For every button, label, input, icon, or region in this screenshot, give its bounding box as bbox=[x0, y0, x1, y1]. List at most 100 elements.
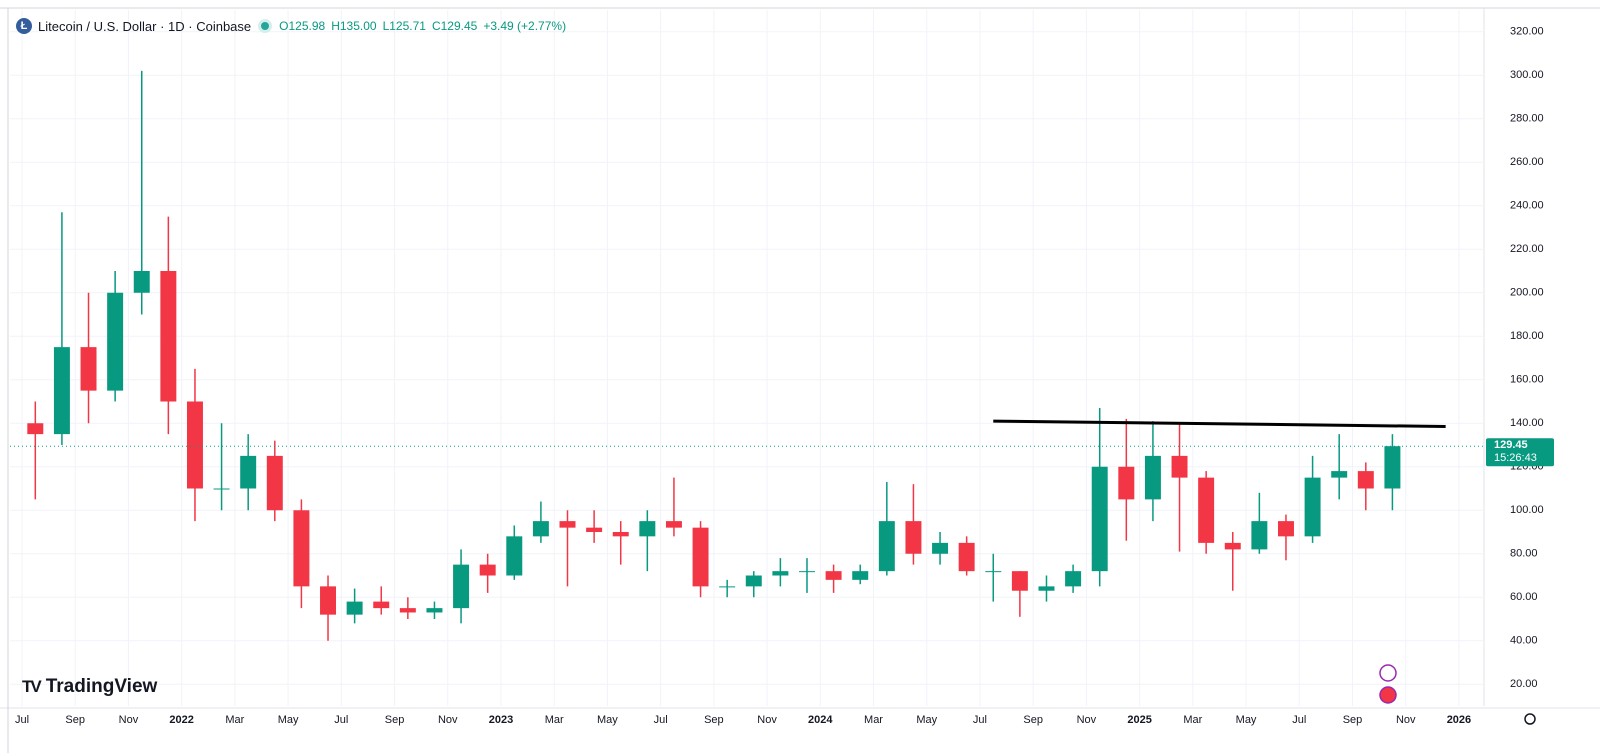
candle-body bbox=[293, 510, 310, 587]
candle-body bbox=[772, 571, 789, 576]
candle-body bbox=[719, 586, 736, 588]
candle-body bbox=[186, 401, 203, 489]
y-tick-label: 280.00 bbox=[1510, 113, 1544, 125]
x-tick-label: Nov bbox=[1396, 714, 1416, 726]
candle-body bbox=[532, 521, 549, 537]
candle-body bbox=[852, 571, 869, 580]
x-tick-label: Jul bbox=[334, 714, 348, 726]
candle-body bbox=[1171, 455, 1188, 478]
logo-mark: TV bbox=[22, 677, 42, 696]
ohlc-open: O125.98 bbox=[279, 19, 326, 33]
x-tick-label: Mar bbox=[545, 714, 564, 726]
candle-body bbox=[1251, 521, 1268, 550]
candle-body bbox=[878, 521, 895, 572]
y-tick-label: 240.00 bbox=[1510, 200, 1544, 212]
last-price-badge bbox=[1486, 438, 1554, 467]
candle-body bbox=[479, 564, 496, 576]
x-tick-label: Mar bbox=[225, 714, 244, 726]
candle-body bbox=[53, 347, 70, 435]
candle-body bbox=[825, 571, 842, 580]
x-tick-label: Jul bbox=[15, 714, 29, 726]
candle-body bbox=[213, 488, 230, 490]
candle-body bbox=[1384, 446, 1401, 489]
ohlc-close: C129.45 bbox=[431, 19, 478, 33]
y-tick-label: 180.00 bbox=[1510, 330, 1544, 342]
symbol-title[interactable]: Litecoin / U.S. Dollar · 1D · Coinbase bbox=[38, 18, 252, 34]
x-tick-label: 2022 bbox=[169, 714, 193, 726]
candle-body bbox=[426, 608, 443, 613]
candle-body bbox=[639, 521, 656, 537]
candle-body bbox=[745, 575, 762, 587]
ohlc-change: +3.49 (+2.77%) bbox=[483, 19, 567, 33]
x-tick-label: Nov bbox=[119, 714, 139, 726]
candle-body bbox=[240, 455, 257, 489]
candle-body bbox=[559, 521, 576, 528]
market-status bbox=[261, 22, 270, 30]
candle-body bbox=[1144, 455, 1161, 500]
candle-body bbox=[1065, 571, 1082, 587]
x-tick-label: Nov bbox=[757, 714, 777, 726]
x-tick-label: 2025 bbox=[1127, 714, 1151, 726]
settings-icon bbox=[1524, 713, 1536, 725]
candle-body bbox=[932, 542, 949, 554]
candle-body bbox=[586, 527, 603, 532]
x-tick-label: Sep bbox=[65, 714, 85, 726]
x-tick-label: Jul bbox=[1292, 714, 1306, 726]
x-tick-label: May bbox=[1236, 714, 1257, 726]
candle-body bbox=[1277, 521, 1294, 537]
candle-body bbox=[905, 521, 922, 554]
y-tick-label: 80.00 bbox=[1510, 548, 1538, 560]
y-tick-label: 140.00 bbox=[1510, 417, 1544, 429]
y-tick-label: 100.00 bbox=[1510, 504, 1544, 516]
x-tick-label: Nov bbox=[438, 714, 458, 726]
candle-body bbox=[612, 532, 629, 537]
candle-body bbox=[506, 536, 523, 576]
countdown-label: 15:26:43 bbox=[1494, 452, 1537, 464]
x-tick-label: Sep bbox=[704, 714, 724, 726]
candle-body bbox=[1304, 477, 1321, 537]
ohlc-low: L125.71 bbox=[382, 19, 426, 33]
y-tick-label: 260.00 bbox=[1510, 156, 1544, 168]
candle-body bbox=[266, 455, 283, 511]
candle-body bbox=[1224, 542, 1241, 550]
x-tick-label: 2024 bbox=[808, 714, 833, 726]
x-tick-label: Sep bbox=[385, 714, 405, 726]
logo-text: TradingView bbox=[45, 676, 158, 697]
candle-body bbox=[1091, 466, 1108, 572]
y-tick-label: 40.00 bbox=[1510, 635, 1538, 647]
x-tick-label: Jul bbox=[654, 714, 668, 726]
symbol-header: Ł Litecoin / U.S. Dollar · 1D · Coinbase… bbox=[16, 18, 566, 34]
symbol-icon: Ł bbox=[16, 18, 32, 34]
candle-body bbox=[107, 292, 124, 391]
x-tick-label: Mar bbox=[864, 714, 883, 726]
candle-body bbox=[958, 542, 975, 572]
candle-body bbox=[373, 601, 390, 609]
candle-body bbox=[346, 601, 363, 615]
candle-body bbox=[799, 571, 815, 573]
x-tick-label: May bbox=[916, 714, 937, 726]
candle-body bbox=[320, 586, 336, 615]
candle-body bbox=[692, 527, 709, 587]
candle-body bbox=[665, 521, 682, 528]
y-tick-label: 60.00 bbox=[1510, 591, 1538, 603]
x-tick-label: Nov bbox=[1077, 714, 1097, 726]
candle-body bbox=[160, 271, 177, 402]
candle-body bbox=[80, 347, 97, 391]
trendline bbox=[993, 419, 1446, 429]
x-tick-label: May bbox=[597, 714, 618, 726]
y-tick-label: 200.00 bbox=[1510, 287, 1544, 299]
flag-icon bbox=[1379, 686, 1397, 704]
candle-body bbox=[1357, 471, 1374, 489]
y-tick-label: 160.00 bbox=[1510, 374, 1544, 386]
candle-body bbox=[133, 271, 150, 293]
candle-body bbox=[27, 423, 44, 435]
candle-body bbox=[985, 571, 1002, 573]
candle-body bbox=[399, 608, 416, 613]
x-tick-label: Sep bbox=[1023, 714, 1043, 726]
x-tick-label: Jul bbox=[973, 714, 987, 726]
y-tick-label: 220.00 bbox=[1510, 243, 1544, 255]
candle-body bbox=[453, 564, 470, 609]
x-tick-label: 2026 bbox=[1447, 714, 1471, 726]
